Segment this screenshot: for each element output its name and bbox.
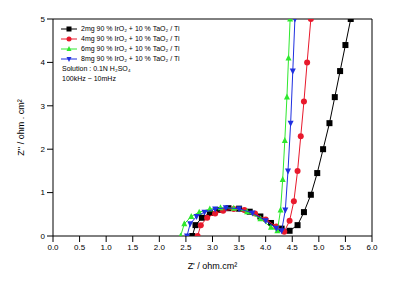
svg-text:3.0: 3.0 (207, 243, 219, 252)
svg-text:5.0: 5.0 (313, 243, 325, 252)
html-text:Solution : 0.1N H₂SO₄: Solution : 0.1N H₂SO₄ (62, 65, 131, 72)
svg-text:0.5: 0.5 (74, 243, 86, 252)
svg-text:Z'' / ohm . cm²: Z'' / ohm . cm² (16, 99, 26, 155)
svg-text:4.0: 4.0 (260, 243, 272, 252)
svg-text:3: 3 (41, 102, 46, 111)
svg-text:3.5: 3.5 (234, 243, 246, 252)
svg-text:5.5: 5.5 (340, 243, 352, 252)
svg-text:2.0: 2.0 (154, 243, 166, 252)
svg-text:0: 0 (41, 232, 46, 241)
svg-text:0.0: 0.0 (47, 243, 59, 252)
svg-text:4.5: 4.5 (287, 243, 299, 252)
html-text:8mg 90 % IrO₂ + 10 % TaO₂ / Ti: 8mg 90 % IrO₂ + 10 % TaO₂ / Ti (81, 55, 180, 62)
svg-text:1: 1 (41, 188, 46, 197)
svg-text:4: 4 (41, 58, 46, 67)
svg-text:6.0: 6.0 (366, 243, 378, 252)
svg-text:5: 5 (41, 15, 46, 24)
svg-text:Z' / ohm.cm²: Z' / ohm.cm² (188, 261, 238, 271)
svg-text:2.5: 2.5 (180, 243, 192, 252)
svg-text:2: 2 (41, 145, 46, 154)
html-text:4mg 90 % IrO₂ + 10 % TaO₂ / Ti: 4mg 90 % IrO₂ + 10 % TaO₂ / Ti (81, 35, 180, 42)
html-text:6mg 90 % IrO₂ + 10 % TaO₂ / Ti: 6mg 90 % IrO₂ + 10 % TaO₂ / Ti (81, 45, 180, 52)
svg-text:1.0: 1.0 (101, 243, 113, 252)
html-text:100kHz ~ 10mHz: 100kHz ~ 10mHz (62, 75, 116, 82)
html-text:2mg 90 % IrO₂ + 10 % TaO₂ / Ti: 2mg 90 % IrO₂ + 10 % TaO₂ / Ti (81, 25, 180, 32)
svg-text:1.5: 1.5 (127, 243, 139, 252)
